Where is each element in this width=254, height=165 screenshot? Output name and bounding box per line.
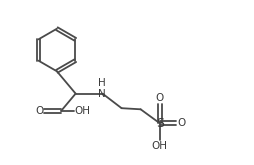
Text: OH: OH <box>151 141 167 151</box>
Text: S: S <box>155 117 163 130</box>
Text: OH: OH <box>74 106 90 116</box>
Text: O: O <box>177 118 185 128</box>
Text: N: N <box>97 89 105 99</box>
Text: H: H <box>97 78 105 88</box>
Text: O: O <box>155 93 163 103</box>
Text: O: O <box>35 106 43 116</box>
